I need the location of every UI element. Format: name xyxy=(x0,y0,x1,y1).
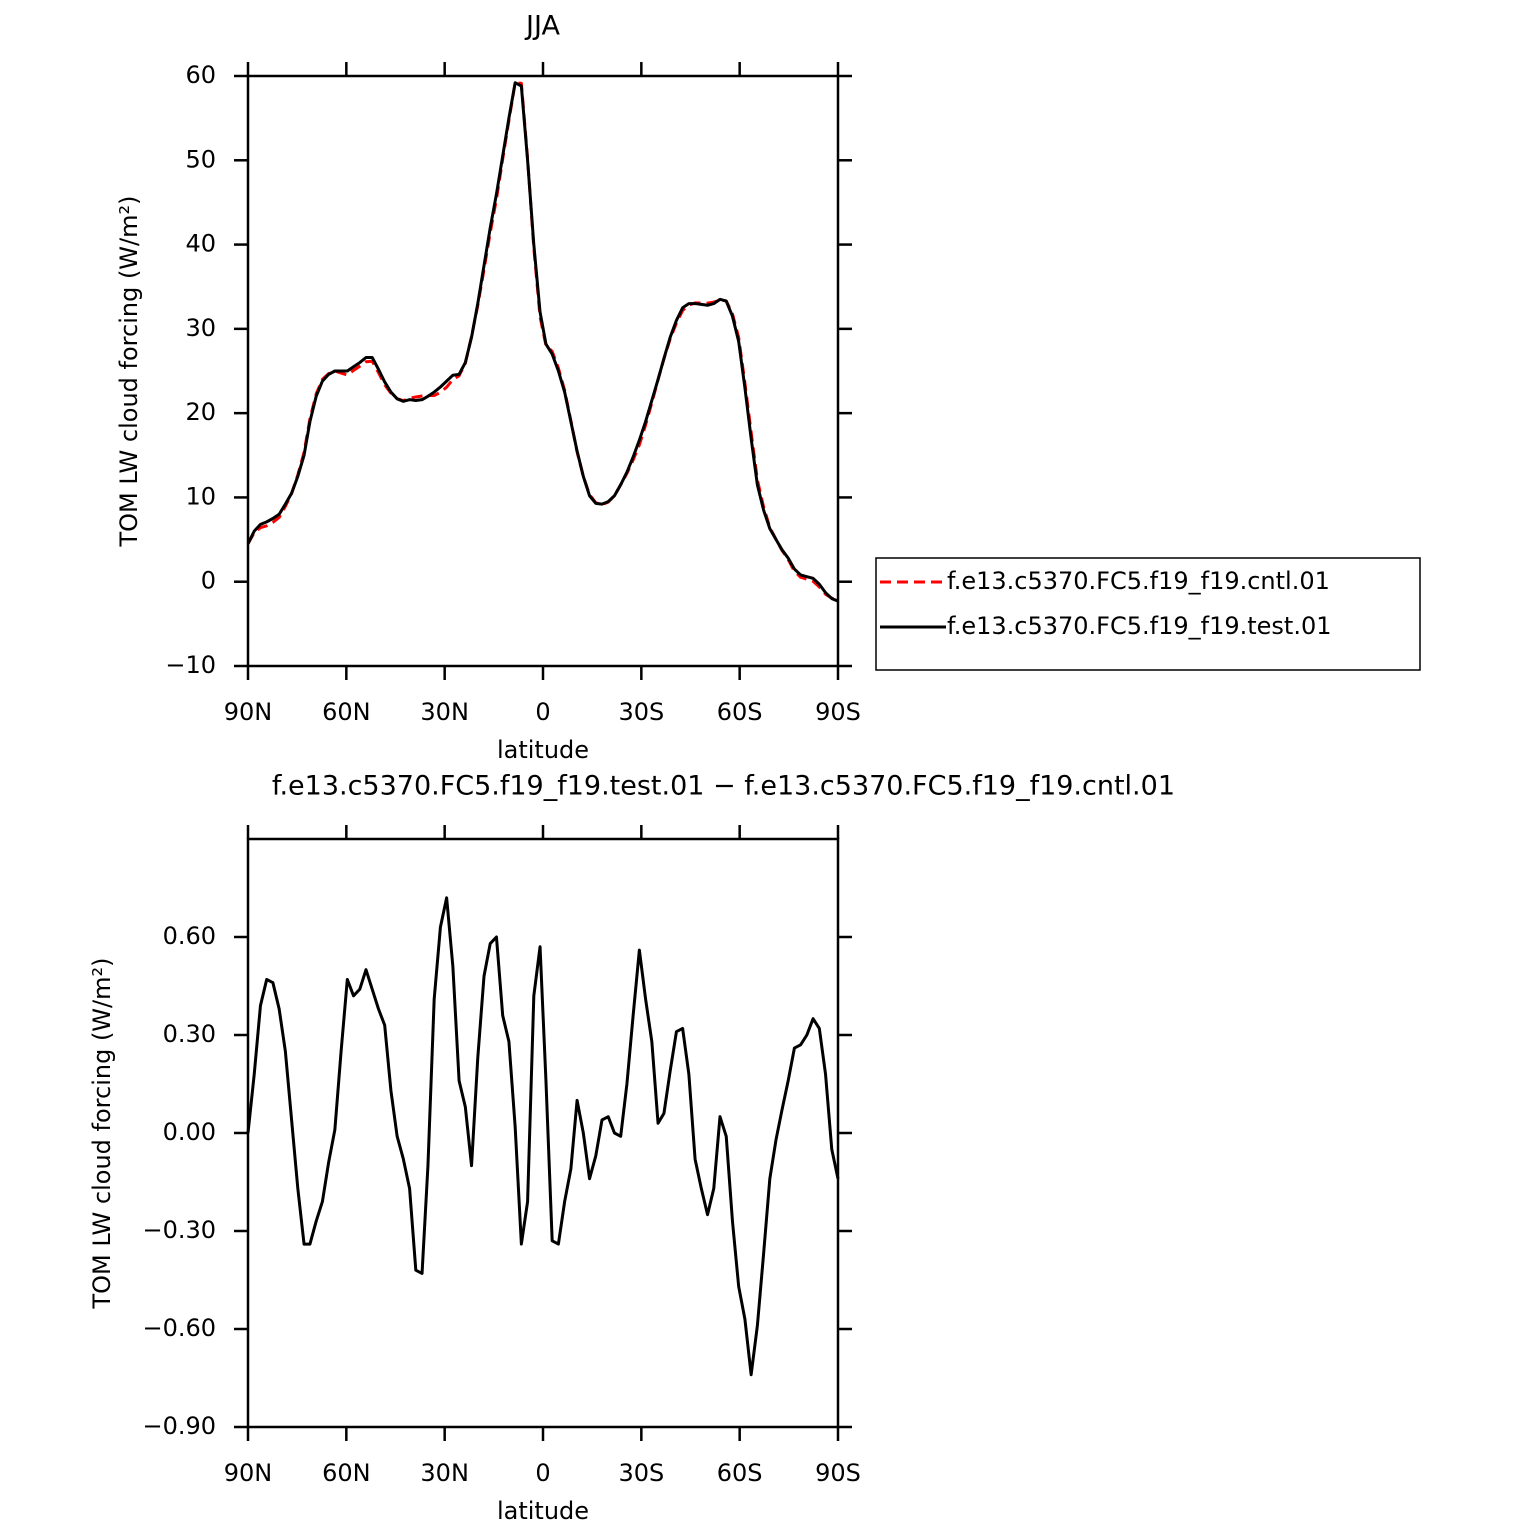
x-tick-label: 30S xyxy=(618,698,664,726)
y-tick-label: −0.60 xyxy=(142,1314,216,1342)
data-line xyxy=(246,896,840,1377)
x-tick-label: 30N xyxy=(420,1459,469,1487)
x-tick-label: 90N xyxy=(224,698,273,726)
y-tick-label: 0 xyxy=(201,567,216,595)
x-tick-label: 90N xyxy=(224,1459,273,1487)
y-axis-label: TOM LW cloud forcing (W/m²) xyxy=(115,196,143,548)
y-tick-label: 60 xyxy=(185,61,216,89)
y-tick-label: 20 xyxy=(185,398,216,426)
x-tick-label: 60S xyxy=(717,1459,763,1487)
y-tick-label: −0.30 xyxy=(142,1216,216,1244)
x-tick-label: 60N xyxy=(322,1459,371,1487)
data-line xyxy=(246,81,839,603)
y-tick-label: 50 xyxy=(185,145,216,173)
legend-label: f.e13.c5370.FC5.f19_f19.test.01 xyxy=(947,612,1332,640)
x-tick-label: 0 xyxy=(535,698,550,726)
y-tick-label: 30 xyxy=(185,314,216,342)
y-tick-label: 40 xyxy=(185,230,216,258)
x-tick-label: 60S xyxy=(717,698,763,726)
legend-label: f.e13.c5370.FC5.f19_f19.cntl.01 xyxy=(947,567,1330,595)
x-axis-label: latitude xyxy=(497,1497,589,1525)
y-tick-label: 0.60 xyxy=(163,922,216,950)
x-tick-label: 90S xyxy=(815,698,861,726)
x-tick-label: 30N xyxy=(420,698,469,726)
chart-title: f.e13.c5370.FC5.f19_f19.test.01 − f.e13.… xyxy=(272,771,1175,802)
y-tick-label: 10 xyxy=(185,482,216,510)
x-tick-label: 0 xyxy=(535,1459,550,1487)
chart-title: JJA xyxy=(524,11,560,42)
legend-box xyxy=(875,557,1421,671)
y-tick-label: 0.30 xyxy=(163,1020,216,1048)
y-tick-label: −0.90 xyxy=(142,1412,216,1440)
x-tick-label: 90S xyxy=(815,1459,861,1487)
x-axis-label: latitude xyxy=(497,736,589,764)
y-tick-label: −10 xyxy=(165,651,216,679)
x-tick-label: 30S xyxy=(618,1459,664,1487)
y-tick-label: 0.00 xyxy=(163,1118,216,1146)
x-tick-label: 60N xyxy=(322,698,371,726)
y-axis-label: TOM LW cloud forcing (W/m²) xyxy=(88,958,116,1310)
